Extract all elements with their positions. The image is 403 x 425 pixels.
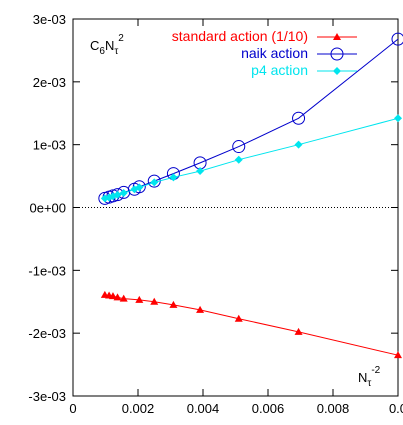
series-line-standard [104, 294, 399, 356]
legend-label-naik: naik action [241, 45, 308, 61]
data-point-standard [196, 305, 205, 313]
x-axis-title: Nτ-2 [358, 365, 381, 389]
y-tick-label: -3e-03 [28, 389, 66, 404]
y-tick-label: 3e-03 [33, 12, 66, 27]
legend: standard action (1/10) naik action p4 ac… [172, 28, 357, 78]
series-line-p4 [104, 117, 399, 199]
y-tick-label: 1e-03 [33, 138, 66, 153]
data-point-naik [232, 140, 246, 154]
data-point-standard [108, 292, 117, 300]
legend-marker-naik [330, 47, 344, 61]
data-point-standard [150, 297, 159, 305]
y-axis-title: C6Nτ2 [90, 33, 124, 57]
x-tick-label: 0.006 [252, 401, 285, 416]
data-point-standard [135, 295, 144, 303]
data-point-p4 [150, 178, 159, 187]
data-point-p4 [394, 114, 402, 123]
data-point-standard [234, 314, 243, 322]
x-tick-label: 0.002 [122, 401, 155, 416]
x-tick-label: 0.0 [389, 401, 403, 416]
data-point-naik [391, 32, 403, 46]
legend-marker-p4 [333, 67, 341, 75]
y-tick-label: -2e-03 [28, 326, 66, 341]
data-point-p4 [234, 155, 243, 164]
data-point-p4 [113, 190, 122, 199]
x-tick-label: 0.004 [187, 401, 220, 416]
data-point-standard [294, 327, 303, 335]
x-tick-label: 0 [69, 401, 76, 416]
data-point-standard [169, 300, 178, 308]
data-point-standard [113, 293, 122, 301]
data-point-standard [394, 351, 402, 359]
x-tick-label: 0.008 [317, 401, 350, 416]
data-point-p4 [119, 189, 128, 198]
data-point-p4 [169, 173, 178, 182]
data-point-naik [292, 111, 306, 125]
y-tick-label: 0e+00 [29, 201, 66, 216]
data-point-standard [119, 294, 128, 302]
y-tick-label: 2e-03 [33, 75, 66, 90]
legend-label-p4: p4 action [251, 62, 308, 78]
data-point-p4 [294, 140, 303, 149]
legend-label-standard: standard action (1/10) [172, 28, 308, 44]
legend-marker-standard [333, 33, 341, 40]
data-point-p4 [135, 183, 144, 192]
data-point-p4 [196, 167, 205, 176]
y-tick-label: -1e-03 [28, 263, 66, 278]
